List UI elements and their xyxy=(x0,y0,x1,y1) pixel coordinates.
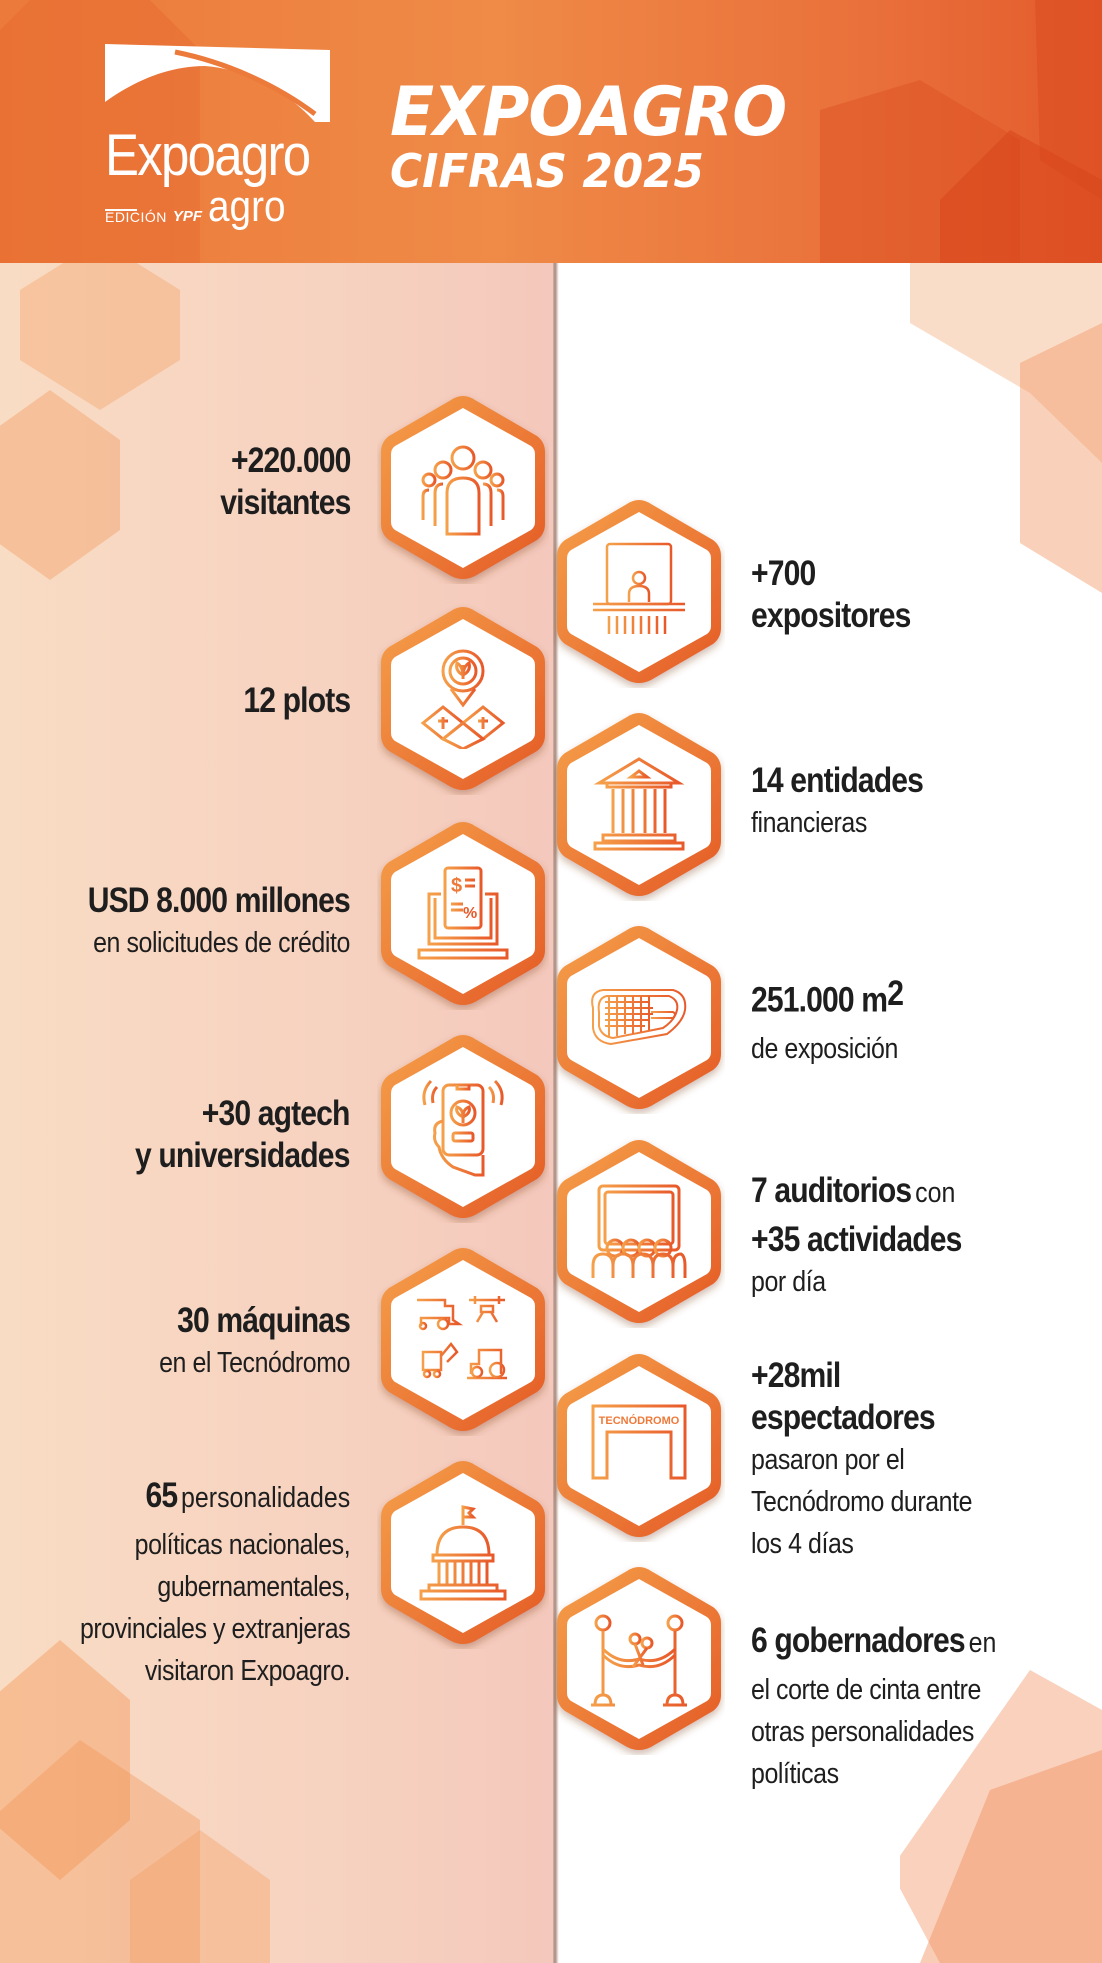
smartphone-agtech-icon xyxy=(422,1079,504,1177)
stat-machines: 30 máquinas en el Tecnódromo xyxy=(128,1300,351,1384)
people-group-icon xyxy=(421,445,505,536)
stat-value: +700 xyxy=(751,554,816,593)
stat-line: el corte de cinta entre xyxy=(751,1674,981,1706)
stat-governors: 6 gobernadores en el corte de cinta entr… xyxy=(751,1620,1036,1795)
decorative-hexagons-right-top xyxy=(910,263,1102,593)
svg-text:%: % xyxy=(463,905,477,922)
tecnodromo-gate-icon: TECNÓDROMO xyxy=(591,1404,687,1480)
stat-value: +220.000 xyxy=(230,441,350,480)
stat-description: financieras xyxy=(751,807,867,839)
stat-value: +30 agtech xyxy=(202,1094,351,1133)
logo-rule xyxy=(105,209,137,211)
stat-value: 6 gobernadores xyxy=(751,1621,966,1660)
stat-line: los 4 días xyxy=(751,1528,854,1560)
stat-line: visitaron Expoagro. xyxy=(144,1655,351,1687)
page-title: EXPOAGRO CIFRAS 2025 xyxy=(390,73,807,198)
bank-building-icon xyxy=(593,757,685,851)
stat-line: políticas xyxy=(751,1758,839,1790)
hex-machines xyxy=(377,1244,549,1436)
stat-superscript: 2 xyxy=(887,974,904,1013)
stat-label: visitantes xyxy=(219,483,351,522)
stat-value: 12 plots xyxy=(243,681,351,720)
center-divider xyxy=(553,263,559,1963)
logo-edition-label: EDICIÓN xyxy=(105,209,167,225)
crop-plots-map-pin-icon xyxy=(420,649,506,749)
farm-machinery-icon xyxy=(417,1296,507,1380)
hex-tecnodromo: TECNÓDROMO xyxy=(553,1350,725,1542)
stat-value: +28mil xyxy=(751,1356,841,1395)
svg-text:TECNÓDROMO: TECNÓDROMO xyxy=(599,1414,680,1427)
stat-financial: 14 entidades financieras xyxy=(751,760,951,844)
logo-edition-line: EDICIÓN YPF agro xyxy=(105,182,296,231)
stat-line: políticas nacionales, xyxy=(134,1529,350,1561)
stat-value: 65 xyxy=(145,1476,178,1515)
stat-description: en solicitudes de crédito xyxy=(93,927,350,959)
stat-label: expositores xyxy=(751,596,911,635)
stat-headline: 65 personalidades xyxy=(80,1475,350,1524)
stat-connector: con xyxy=(915,1177,956,1209)
hex-politicians xyxy=(377,1457,549,1649)
hex-governors xyxy=(553,1563,725,1755)
logo-wordmark: Expoagro xyxy=(105,123,311,188)
stat-spectators: +28mil espectadores pasaron por el Tecnó… xyxy=(751,1355,1008,1565)
logo-sponsor-suffix: agro xyxy=(208,182,286,231)
stat-description: en el Tecnódromo xyxy=(159,1347,350,1379)
hex-credit: $ % xyxy=(377,818,549,1010)
title-sub: CIFRAS 2025 xyxy=(390,144,704,198)
stat-value-2: +35 actividades xyxy=(751,1220,962,1259)
hex-financial xyxy=(553,709,725,901)
credit-laptop-invoice-icon: $ % xyxy=(417,866,509,960)
stat-headline: 251.000 m2 xyxy=(751,973,904,1028)
stat-label: y universidades xyxy=(135,1136,350,1175)
stat-exhibitors: +700 expositores xyxy=(751,553,936,637)
stat-headline: 7 auditorios con xyxy=(751,1170,961,1219)
decorative-hexagons-right-bottom xyxy=(900,1670,1102,1963)
title-main: EXPOAGRO xyxy=(390,73,787,152)
exhibitor-booth-icon xyxy=(593,542,685,634)
expoagro-logo: Expoagro EDICIÓN YPF agro xyxy=(105,44,330,229)
hex-exhibitors xyxy=(553,496,725,688)
stat-line: gubernamentales, xyxy=(157,1571,350,1603)
stat-value: 30 máquinas xyxy=(177,1301,351,1340)
stat-value: 7 auditorios xyxy=(751,1171,912,1210)
hex-plots xyxy=(377,603,549,795)
stat-label: espectadores xyxy=(751,1398,936,1437)
decorative-hexagons-left xyxy=(0,240,180,580)
stat-connector: en xyxy=(968,1627,997,1659)
stat-politicians: 65 personalidades políticas nacionales, … xyxy=(36,1475,351,1692)
stat-description: de exposición xyxy=(751,1033,898,1066)
stat-value: 251.000 m xyxy=(751,980,888,1020)
stat-line: Tecnódromo durante xyxy=(751,1486,973,1518)
venue-map-icon xyxy=(591,989,687,1046)
stat-value: USD 8.000 millones xyxy=(87,881,351,920)
hex-exhibition-area xyxy=(553,922,725,1114)
stat-value: 14 entidades xyxy=(751,761,924,800)
ribbon-cutting-icon xyxy=(591,1614,687,1707)
auditorium-icon xyxy=(591,1184,687,1280)
hex-visitors xyxy=(377,392,549,584)
hex-auditoriums xyxy=(553,1136,725,1328)
stat-label: personalidades xyxy=(180,1482,350,1514)
stat-headline: 6 gobernadores en xyxy=(751,1620,996,1669)
stat-exhibition-area: 251.000 m2 de exposición xyxy=(751,973,928,1070)
stat-line: provinciales y extranjeras xyxy=(79,1613,351,1645)
svg-text:$: $ xyxy=(451,875,462,897)
logo-arch-icon xyxy=(105,44,330,122)
hex-agtech xyxy=(377,1031,549,1223)
stat-line: pasaron por el xyxy=(751,1444,905,1476)
stat-credit: USD 8.000 millones en solicitudes de cré… xyxy=(45,880,351,964)
stat-description: por día xyxy=(751,1266,826,1298)
stat-agtech: +30 agtech y universidades xyxy=(100,1093,350,1177)
header-banner: Expoagro EDICIÓN YPF agro EXPOAGRO CIFRA… xyxy=(0,0,1102,263)
stat-visitors: +220.000 visitantes xyxy=(199,440,351,524)
stat-plots: 12 plots xyxy=(226,680,351,722)
logo-sponsor: YPF xyxy=(172,208,203,225)
stat-auditoriums: 7 auditorios con +35 actividades por día xyxy=(751,1170,996,1303)
decorative-hexagons-left-bottom xyxy=(0,1640,270,1963)
capitol-building-icon xyxy=(419,1505,507,1601)
stat-line: otras personalidades xyxy=(751,1716,974,1748)
